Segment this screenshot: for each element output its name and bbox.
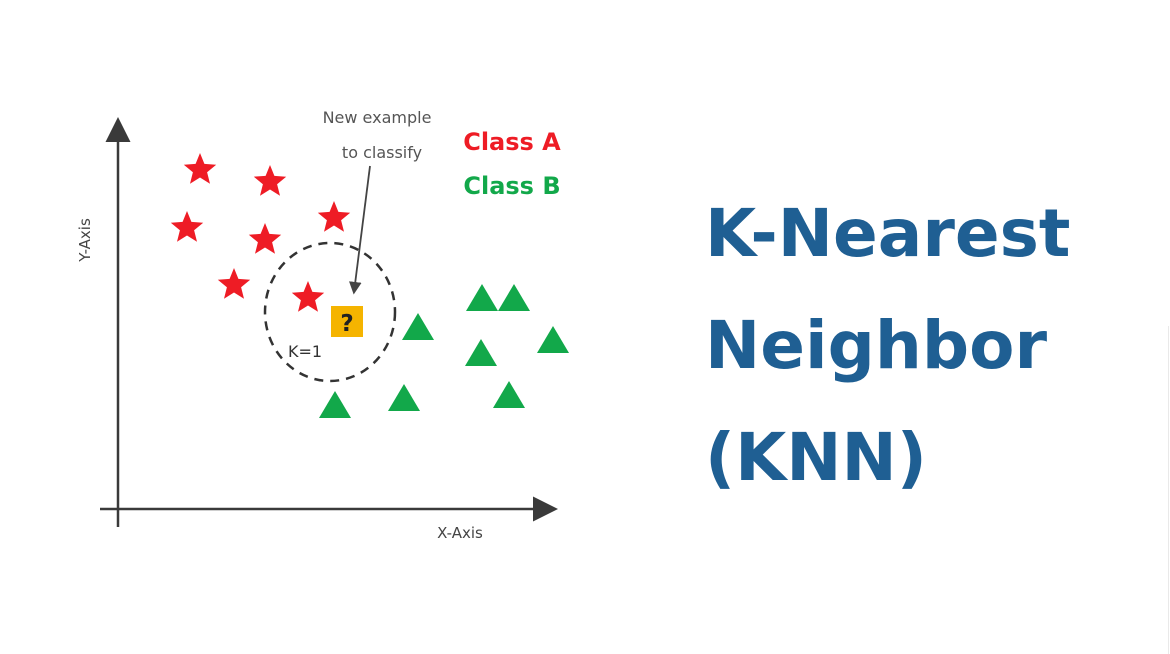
query-point-box — [331, 306, 363, 337]
annotation-arrow — [349, 165, 371, 295]
query-point-symbol: ? — [340, 311, 353, 337]
class-b-triangle-7 — [388, 384, 420, 411]
class-a-star-3 — [170, 211, 204, 242]
class-b-triangle-3 — [402, 313, 434, 340]
annotation-line-1: New example — [323, 108, 432, 127]
title-line-3: (KNN) — [705, 419, 927, 496]
class-b-triangle-4 — [537, 326, 569, 353]
class-a-star-1 — [183, 153, 217, 184]
class-a-star-4 — [248, 223, 282, 254]
k-neighborhood-circle — [263, 241, 397, 383]
title-line-2: Neighbor — [705, 307, 1047, 384]
class-a-star-6 — [217, 268, 251, 299]
class-a-star-5 — [317, 201, 351, 232]
legend-class-b: Class B — [463, 172, 560, 200]
edge-divider — [1168, 326, 1169, 654]
annotation-line-2: to classify — [342, 143, 422, 162]
class-b-triangle-5 — [465, 339, 497, 366]
class-b-triangle-8 — [493, 381, 525, 408]
class-b-triangle-6 — [319, 391, 351, 418]
query-point: ? — [331, 306, 363, 337]
class-b-triangle-1 — [466, 284, 498, 311]
legend-class-a: Class A — [463, 128, 561, 156]
k-label: K=1 — [288, 342, 322, 361]
title-line-1: K-Nearest — [705, 195, 1071, 272]
class-b-points — [319, 284, 569, 418]
y-axis-label: Y-Axis — [76, 218, 94, 263]
class-a-star-7 — [291, 281, 325, 312]
x-axis-label: X-Axis — [437, 524, 483, 542]
class-a-points — [170, 153, 351, 312]
knn-title: K-Nearest Neighbor (KNN) — [705, 178, 1145, 514]
class-a-star-2 — [253, 165, 287, 196]
class-b-triangle-2 — [498, 284, 530, 311]
